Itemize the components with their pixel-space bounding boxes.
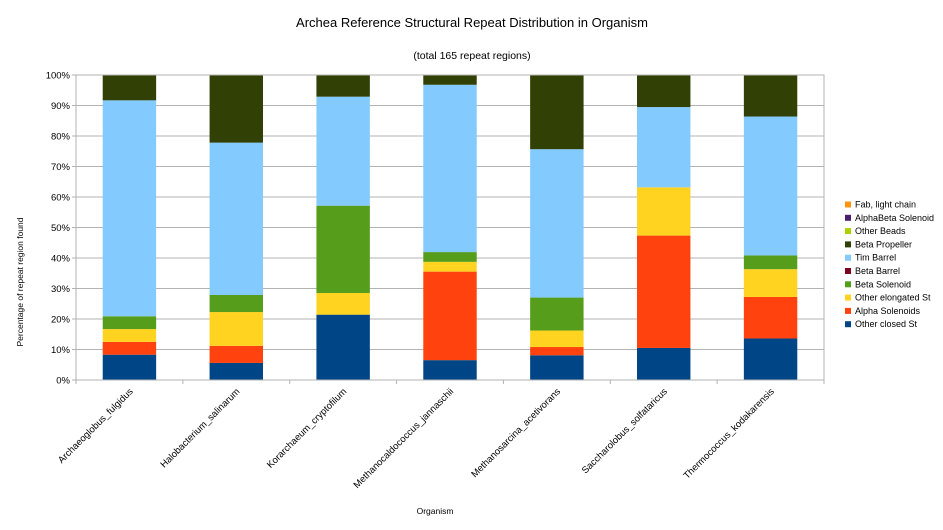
bar-segment — [209, 142, 263, 295]
bar-segment — [743, 255, 798, 270]
bar-segment — [530, 330, 584, 348]
legend-label: Other closed St — [855, 319, 918, 329]
legend-label: Beta Barrel — [855, 266, 900, 276]
x-axis-categories: Archaeoglobus_fulgidus Halobacterium_sali… — [56, 380, 825, 491]
legend-label: Fab, light chain — [855, 200, 916, 210]
bar-segment — [743, 116, 798, 256]
bar-segment — [209, 294, 263, 313]
bar-segment — [530, 355, 584, 380]
bar-segment — [637, 75, 691, 108]
bar-segment — [743, 269, 798, 297]
bar-segment — [102, 341, 157, 355]
bar-segment — [743, 296, 798, 339]
x-tick-label: Korarchaeum_cryptofilum — [265, 386, 349, 470]
y-tick-label: 10% — [51, 345, 71, 356]
legend-label: Tim Barrel — [855, 253, 896, 263]
bars — [102, 75, 798, 380]
bar-segment — [209, 345, 263, 363]
y-axis-ticks: 0% 10% 20% 30% 40% 50% 60% 70% 80% 90% 100% — [46, 71, 76, 387]
legend-label: Other elongated St — [855, 293, 931, 303]
bar-segment — [209, 75, 263, 143]
x-tick-label: Methanosarcina_acetivorans — [469, 386, 563, 480]
bar-segment — [102, 329, 157, 342]
bar-segment — [637, 347, 691, 380]
bar-segment — [743, 75, 798, 117]
bar-segment — [316, 75, 370, 97]
legend: Fab, light chain AlphaBeta Solenoid Other … — [845, 200, 934, 329]
y-tick-label: 90% — [51, 101, 71, 112]
chart-subtitle: (total 165 repeat regions) — [413, 50, 530, 62]
legend-swatch — [845, 281, 851, 288]
x-tick-label: Archaeoglobus_fulgidus — [56, 386, 136, 466]
y-tick-label: 60% — [51, 193, 71, 204]
bar-segment — [102, 75, 157, 101]
y-tick-label: 70% — [51, 162, 71, 173]
legend-label: Beta Solenoid — [855, 279, 911, 289]
legend-swatch — [845, 241, 851, 248]
legend-label: Alpha Solenoids — [855, 306, 921, 316]
bar-segment — [102, 100, 157, 317]
legend-swatch — [845, 228, 851, 235]
legend-label: Other Beads — [855, 226, 906, 236]
bar-segment — [530, 75, 584, 150]
bar-segment — [637, 235, 691, 348]
legend-swatch — [845, 254, 851, 261]
y-tick-label: 50% — [51, 223, 71, 234]
bar-segment — [637, 187, 691, 236]
legend-swatch — [845, 307, 851, 314]
x-tick-label: Halobacterium_salinarum — [158, 386, 242, 470]
y-tick-label: 20% — [51, 315, 71, 326]
bar-segment — [423, 360, 477, 380]
x-tick-label: Methanocaldococcus_jannaschii — [352, 386, 456, 490]
bar-segment — [637, 107, 691, 188]
bar-segment — [316, 314, 370, 380]
legend-swatch — [845, 321, 851, 328]
bar-segment — [423, 252, 477, 262]
bar-segment — [423, 261, 477, 272]
x-axis-label: Organism — [417, 506, 454, 516]
legend-swatch — [845, 201, 851, 208]
x-tick-label: Thermococcus_kodakarensis — [682, 386, 777, 481]
y-tick-label: 30% — [51, 284, 71, 295]
bar-segment — [102, 354, 157, 380]
bar-segment — [530, 347, 584, 356]
y-tick-label: 100% — [46, 71, 71, 82]
x-tick-label: Saccharolobus_solfataricus — [580, 386, 670, 476]
bar-segment — [316, 292, 370, 315]
chart-title: Archea Reference Structural Repeat Distr… — [296, 15, 648, 30]
bar-segment — [423, 271, 477, 361]
y-tick-label: 80% — [51, 132, 71, 143]
bar-segment — [530, 149, 584, 298]
plot-frame — [75, 74, 825, 381]
bar-segment — [316, 96, 370, 206]
y-tick-label: 40% — [51, 254, 71, 265]
bar-segment — [423, 75, 477, 85]
bar-segment — [743, 338, 798, 380]
bar-segment — [316, 205, 370, 293]
legend-swatch — [845, 268, 851, 274]
bar-segment — [209, 312, 263, 346]
legend-swatch — [845, 294, 851, 301]
legend-label: Beta Propeller — [855, 239, 912, 249]
legend-label: AlphaBeta Solenoid — [855, 213, 934, 223]
bar-segment — [209, 362, 263, 380]
bar-segment — [423, 84, 477, 253]
bar-segment — [530, 297, 584, 331]
legend-swatch — [845, 214, 851, 221]
y-axis-label: Percentage of repeat region found — [15, 217, 25, 346]
y-tick-label: 0% — [56, 376, 70, 387]
bar-segment — [102, 316, 157, 330]
